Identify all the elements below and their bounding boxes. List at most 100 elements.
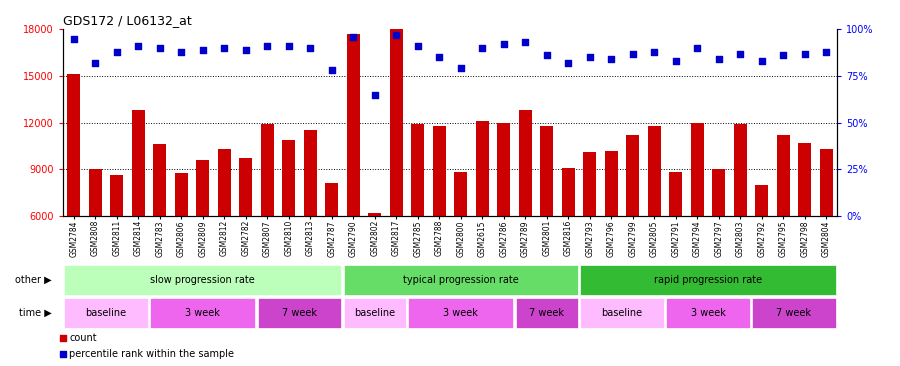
Bar [498,123,510,309]
Bar [691,123,704,309]
Bar [516,298,578,328]
Bar [175,173,188,309]
Point [626,51,640,56]
Point [733,51,747,56]
Text: baseline: baseline [86,308,127,318]
Text: 3 week: 3 week [185,308,220,318]
Bar [390,29,402,309]
Bar [734,124,747,309]
Text: time ▶: time ▶ [19,308,51,318]
Text: slow progression rate: slow progression rate [150,275,255,285]
Point [776,52,790,58]
Text: typical progression rate: typical progression rate [403,275,518,285]
Bar [304,130,317,309]
Point [346,34,360,40]
Point [56,335,70,340]
Bar [454,172,467,309]
Point [712,56,726,62]
Bar [712,169,725,309]
Point [389,32,403,38]
Bar [411,124,424,309]
Bar [68,74,80,309]
Bar [196,160,209,309]
Text: 3 week: 3 week [444,308,478,318]
Bar [605,151,617,309]
Point [819,49,833,55]
Bar [218,149,230,309]
Point [282,43,296,49]
Point [67,36,81,41]
Point [669,58,683,64]
Bar [476,121,489,309]
Point [217,45,231,51]
Bar [648,126,661,309]
Point [497,41,511,47]
Bar [261,124,274,309]
Text: 7 week: 7 week [777,308,812,318]
Point [754,58,769,64]
Text: count: count [69,333,97,343]
Text: rapid progression rate: rapid progression rate [654,275,762,285]
Bar [131,110,145,309]
Bar [540,126,554,309]
Bar [626,135,639,309]
Bar [518,110,532,309]
Point [238,47,253,53]
Point [690,45,705,51]
Bar [344,298,406,328]
Bar [752,298,836,328]
Bar [150,298,256,328]
Bar [257,298,341,328]
Bar [666,298,750,328]
Text: percentile rank within the sample: percentile rank within the sample [69,349,234,359]
Point [174,49,188,55]
Bar [777,135,789,309]
Point [797,51,812,56]
Bar [820,149,832,309]
Point [647,49,662,55]
Point [410,43,425,49]
Point [518,40,533,45]
Bar [89,169,102,309]
Bar [64,265,341,295]
Bar [346,34,360,309]
Bar [111,176,123,309]
Point [604,56,618,62]
Bar [64,298,148,328]
Bar [408,298,513,328]
Point [432,54,446,60]
Point [152,45,167,51]
Text: baseline: baseline [355,308,395,318]
Bar [755,185,769,309]
Point [56,351,70,357]
Text: baseline: baseline [601,308,643,318]
Point [540,52,554,58]
Bar [583,152,596,309]
Point [110,49,124,55]
Bar [153,144,166,309]
Text: 3 week: 3 week [690,308,725,318]
Point [475,45,490,51]
Text: GDS172 / L06132_at: GDS172 / L06132_at [63,14,192,27]
Point [88,60,103,66]
Point [195,47,210,53]
Point [367,92,382,97]
Bar [580,298,664,328]
Point [325,67,339,73]
Bar [798,143,811,309]
Bar [670,172,682,309]
Bar [239,158,252,309]
Point [260,43,274,49]
Text: other ▶: other ▶ [14,275,51,285]
Text: 7 week: 7 week [282,308,317,318]
Point [561,60,575,66]
Bar [580,265,836,295]
Bar [433,126,446,309]
Bar [283,140,295,309]
Bar [368,213,382,309]
Point [582,54,597,60]
Point [131,43,146,49]
Bar [344,265,578,295]
Bar [562,168,575,309]
Point [454,66,468,71]
